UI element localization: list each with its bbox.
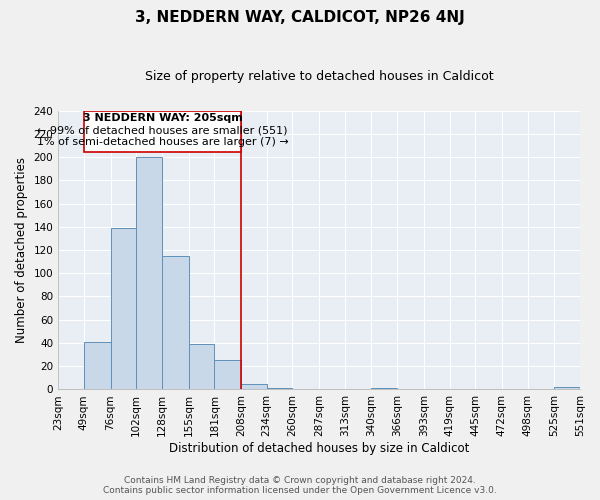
Y-axis label: Number of detached properties: Number of detached properties — [15, 157, 28, 343]
Bar — [162, 256, 188, 390]
Text: 3 NEDDERN WAY: 205sqm: 3 NEDDERN WAY: 205sqm — [83, 113, 242, 123]
Text: 3, NEDDERN WAY, CALDICOT, NP26 4NJ: 3, NEDDERN WAY, CALDICOT, NP26 4NJ — [135, 10, 465, 25]
Title: Size of property relative to detached houses in Caldicot: Size of property relative to detached ho… — [145, 70, 493, 83]
Bar — [371, 388, 397, 390]
Bar — [241, 384, 267, 390]
Bar — [110, 228, 136, 390]
Bar — [214, 360, 241, 390]
Bar — [136, 157, 162, 390]
Bar — [267, 388, 292, 390]
Bar — [84, 342, 110, 390]
Text: Contains HM Land Registry data © Crown copyright and database right 2024.
Contai: Contains HM Land Registry data © Crown c… — [103, 476, 497, 495]
Text: ← 99% of detached houses are smaller (551): ← 99% of detached houses are smaller (55… — [37, 126, 287, 136]
Bar — [554, 387, 580, 390]
Text: 1% of semi-detached houses are larger (7) →: 1% of semi-detached houses are larger (7… — [37, 137, 289, 147]
Bar — [188, 344, 214, 390]
FancyBboxPatch shape — [84, 110, 241, 152]
X-axis label: Distribution of detached houses by size in Caldicot: Distribution of detached houses by size … — [169, 442, 469, 455]
